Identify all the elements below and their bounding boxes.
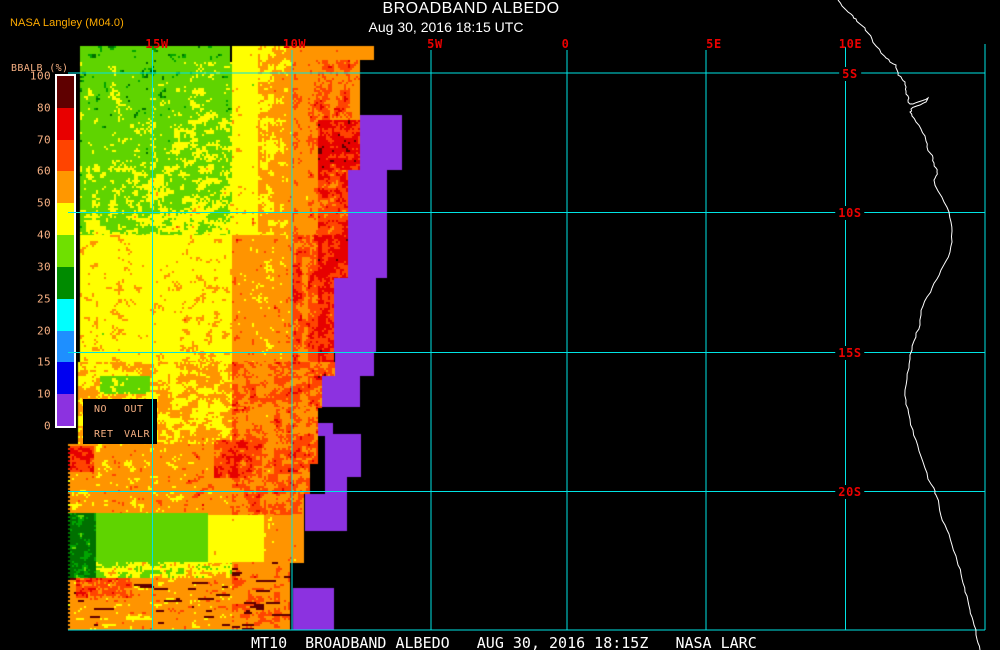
longitude-tick-label: 5W [427, 37, 443, 51]
no-retrieval-legend-text: VALR [124, 429, 151, 440]
agency-version-label: NASA Langley (M04.0) [10, 17, 124, 29]
longitude-tick-label: 0 [561, 37, 570, 51]
colorbar-units-label: BBALB (%) [11, 63, 69, 74]
latitude-tick-label: 20S [835, 485, 865, 499]
footer-bar: MT10 BROADBAND ALBEDO AUG 30, 2016 18:15… [0, 631, 1000, 650]
colorbar-segment [57, 266, 74, 300]
colorbar-tick-label: 20 [36, 324, 51, 338]
footer-caption: MT10 BROADBAND ALBEDO AUG 30, 2016 18:15… [251, 633, 757, 650]
no-retrieval-legend-text: OUT [124, 404, 144, 415]
colorbar-segment [57, 76, 74, 109]
colorbar-segment [57, 139, 74, 172]
colorbar-tick-label: 30 [36, 260, 51, 274]
colorbar-tick-label: 60 [36, 164, 51, 178]
latitude-tick-label: 5S [839, 66, 861, 81]
colorbar-segment [57, 362, 74, 395]
longitude-tick-label: 10E [838, 37, 863, 51]
longitude-tick-label: 15W [145, 37, 169, 51]
colorbar-tick-label: 10 [36, 387, 51, 401]
colorbar-segment [57, 330, 74, 363]
latitude-tick-label: 15S [835, 346, 865, 360]
colorbar-tick-label: 15 [36, 355, 51, 369]
longitude-tick-label: 5E [706, 37, 722, 51]
colorbar-segment [57, 394, 74, 427]
colorbar [55, 74, 76, 428]
colorbar-tick-label: 40 [36, 228, 51, 242]
colorbar-tick-label: 50 [36, 196, 51, 210]
colorbar-tick-label: 100 [29, 69, 51, 83]
page-title: BROADBAND ALBEDO [382, 0, 560, 17]
latlon-gridlines [68, 44, 986, 631]
no-retrieval-legend-text: NO [94, 404, 108, 415]
colorbar-segment [57, 298, 74, 332]
latitude-tick-label: 10S [835, 206, 865, 220]
colorbar-segment [57, 171, 74, 204]
no-retrieval-legend-text: RET [94, 429, 114, 440]
longitude-tick-label: 10W [282, 37, 307, 51]
coastline-path [837, 0, 981, 650]
colorbar-tick-label: 70 [36, 133, 51, 147]
no-retrieval-legend: NO OUT RET VALR [83, 399, 157, 444]
colorbar-segment [57, 235, 74, 268]
colorbar-tick-label: 80 [36, 101, 51, 115]
timestamp-subtitle: Aug 30, 2016 18:15 UTC [368, 19, 524, 35]
colorbar-segment [57, 107, 74, 141]
colorbar-tick-label: 0 [43, 419, 51, 433]
colorbar-tick-label: 25 [36, 292, 51, 306]
colorbar-segment [57, 203, 74, 236]
